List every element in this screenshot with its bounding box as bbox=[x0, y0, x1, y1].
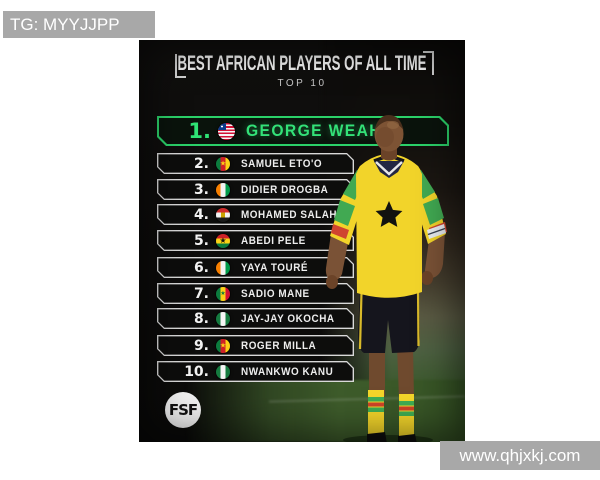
rank-label: 4. bbox=[193, 206, 209, 223]
flag-icon bbox=[216, 183, 230, 197]
player-name: MOHAMED SALAH bbox=[241, 208, 338, 221]
list-row-5: 5. ABEDI PELE bbox=[157, 230, 354, 251]
player-name: ABEDI PELE bbox=[241, 234, 306, 247]
title-bracket-right bbox=[423, 51, 434, 75]
rank-label: 7. bbox=[193, 285, 209, 302]
player-name: SADIO MANE bbox=[241, 287, 310, 300]
flag-icon bbox=[216, 157, 230, 171]
row-content: 8. JAY-JAY OKOCHA bbox=[157, 308, 354, 329]
player-name: GEORGE WEAH bbox=[246, 121, 382, 140]
list-row-6: 6. YAYA TOURÉ bbox=[157, 257, 354, 278]
row-content: 1. GEORGE WEAH bbox=[157, 116, 449, 146]
rank-label: 5. bbox=[193, 232, 209, 249]
list-row-9: 9. ROGER MILLA bbox=[157, 335, 354, 356]
watermark-bottom-right: www.qhjxkj.com bbox=[440, 441, 600, 470]
page-subtitle: TOP 10 bbox=[277, 78, 327, 89]
rank-label: 3. bbox=[193, 181, 209, 198]
rank-label: 2. bbox=[193, 155, 209, 172]
player-name: DIDIER DROGBA bbox=[241, 183, 329, 196]
flag-icon bbox=[216, 234, 230, 248]
player-name: NWANKWO KANU bbox=[241, 365, 334, 378]
fsf-logo: FSF bbox=[165, 392, 201, 428]
flag-icon bbox=[216, 339, 230, 353]
top10-card: BEST AFRICAN PLAYERS OF ALL TIME TOP 10 … bbox=[139, 40, 465, 442]
rank-label: 6. bbox=[193, 259, 209, 276]
flag-icon bbox=[216, 208, 230, 222]
flag-icon bbox=[216, 365, 230, 379]
list-row-3: 3. DIDIER DROGBA bbox=[157, 179, 354, 200]
row-content: 10. NWANKWO KANU bbox=[157, 361, 354, 382]
player-name: ROGER MILLA bbox=[241, 339, 317, 352]
list-row-7: 7. SADIO MANE bbox=[157, 283, 354, 304]
player-name: YAYA TOURÉ bbox=[241, 261, 309, 274]
watermark-top-left: TG: MYYJJPP bbox=[3, 11, 155, 38]
page-title: BEST AFRICAN PLAYERS OF ALL TIME bbox=[177, 52, 427, 75]
flag-icon bbox=[218, 123, 235, 140]
row-content: 5. ABEDI PELE bbox=[157, 230, 354, 251]
row-content: 7. SADIO MANE bbox=[157, 283, 354, 304]
row-content: 2. SAMUEL ETO'O bbox=[157, 153, 354, 174]
player-name: JAY-JAY OKOCHA bbox=[241, 312, 335, 325]
flag-icon bbox=[216, 312, 230, 326]
row-content: 4. MOHAMED SALAH bbox=[157, 204, 354, 225]
list-row-8: 8. JAY-JAY OKOCHA bbox=[157, 308, 354, 329]
flag-icon bbox=[216, 287, 230, 301]
title-bracket-left bbox=[175, 54, 186, 78]
list-row-2: 2. SAMUEL ETO'O bbox=[157, 153, 354, 174]
rank-label: 10. bbox=[184, 363, 209, 380]
player-image bbox=[325, 115, 447, 442]
player-name: SAMUEL ETO'O bbox=[241, 157, 323, 170]
row-content: 6. YAYA TOURÉ bbox=[157, 257, 354, 278]
flag-icon bbox=[216, 261, 230, 275]
rank-label: 8. bbox=[193, 310, 209, 327]
rank-label: 1. bbox=[188, 118, 211, 143]
rank-label: 9. bbox=[193, 337, 209, 354]
pitch-grass bbox=[185, 380, 465, 442]
row-content: 9. ROGER MILLA bbox=[157, 335, 354, 356]
row-content: 3. DIDIER DROGBA bbox=[157, 179, 354, 200]
list-row-4: 4. MOHAMED SALAH bbox=[157, 204, 354, 225]
list-row-10: 10. NWANKWO KANU bbox=[157, 361, 354, 382]
